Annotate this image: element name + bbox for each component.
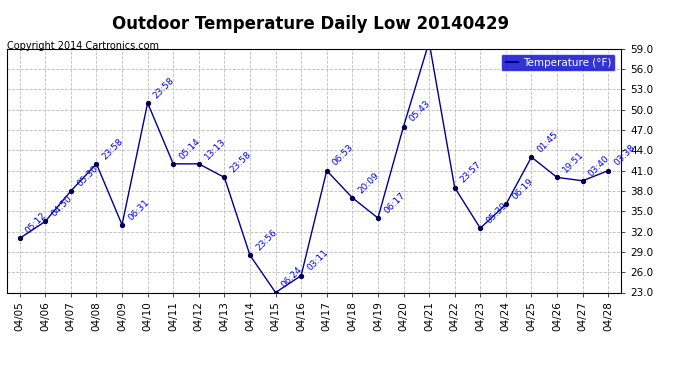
Point	[602, 168, 613, 174]
Text: 19:51: 19:51	[561, 150, 586, 175]
Text: 05:43: 05:43	[408, 99, 432, 124]
Point	[142, 100, 153, 106]
Text: 03:38: 03:38	[612, 143, 637, 168]
Text: 05:30: 05:30	[75, 164, 99, 188]
Point	[322, 168, 333, 174]
Point	[347, 195, 358, 201]
Point	[66, 188, 77, 194]
Text: 06:24: 06:24	[279, 265, 304, 290]
Text: 13:13: 13:13	[203, 136, 228, 161]
Text: 03:40: 03:40	[586, 153, 611, 178]
Text: Outdoor Temperature Daily Low 20140429: Outdoor Temperature Daily Low 20140429	[112, 15, 509, 33]
Point	[449, 184, 460, 190]
Point	[40, 218, 51, 224]
Text: 01:45: 01:45	[535, 130, 560, 154]
Text: 06:31: 06:31	[126, 197, 151, 222]
Text: 06:19: 06:19	[510, 177, 535, 202]
Text: 05:39: 05:39	[484, 201, 509, 225]
Text: 03:11: 03:11	[305, 248, 330, 273]
Point	[295, 273, 306, 279]
Text: 06:17: 06:17	[382, 190, 406, 215]
Text: 23:58: 23:58	[152, 76, 177, 100]
Point	[270, 290, 281, 296]
Text: 23:58: 23:58	[101, 136, 125, 161]
Text: 05:14: 05:14	[177, 136, 202, 161]
Point	[168, 161, 179, 167]
Point	[500, 201, 511, 207]
Text: 06:53: 06:53	[331, 143, 355, 168]
Text: 23:58: 23:58	[228, 150, 253, 175]
Point	[577, 178, 588, 184]
Point	[526, 154, 537, 160]
Point	[193, 161, 204, 167]
Text: 23:57: 23:57	[0, 374, 1, 375]
Text: 20:09: 20:09	[357, 170, 381, 195]
Point	[398, 124, 409, 130]
Point	[244, 252, 255, 258]
Text: Copyright 2014 Cartronics.com: Copyright 2014 Cartronics.com	[7, 41, 159, 51]
Point	[219, 174, 230, 180]
Text: 05:12: 05:12	[24, 211, 48, 236]
Point	[91, 161, 102, 167]
Legend: Temperature (°F): Temperature (°F)	[502, 54, 615, 72]
Text: 04:50: 04:50	[50, 194, 74, 219]
Point	[551, 174, 562, 180]
Text: 23:57: 23:57	[459, 160, 484, 185]
Text: 23:56: 23:56	[254, 228, 279, 252]
Point	[424, 39, 435, 45]
Point	[373, 215, 384, 221]
Point	[117, 222, 128, 228]
Point	[14, 236, 26, 242]
Point	[475, 225, 486, 231]
